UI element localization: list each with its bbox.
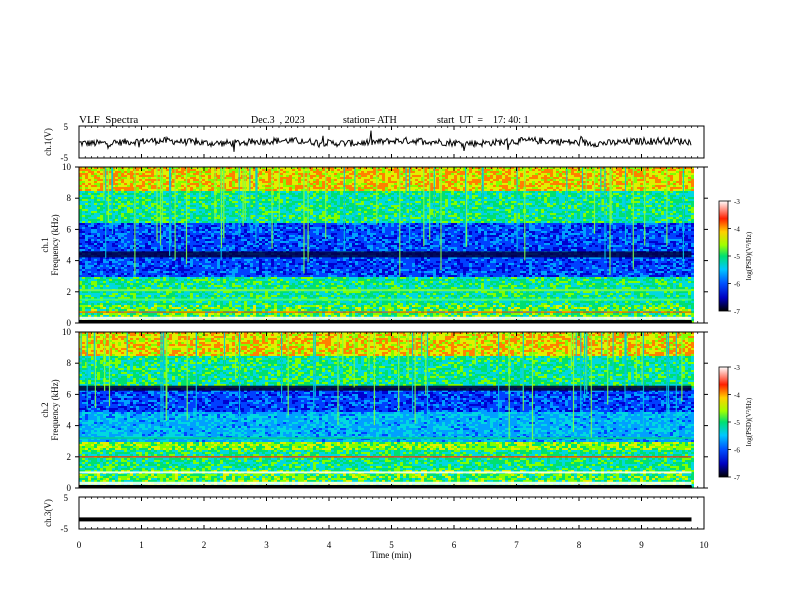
- ch2-spectrogram-image: [79, 332, 694, 488]
- ch1-spec-channel-label: ch.1: [40, 237, 50, 252]
- x-tick-8: 8: [577, 540, 582, 550]
- ch2-freq-tick-10: 10: [62, 327, 72, 337]
- x-axis-label: Time (min): [371, 550, 412, 560]
- ch2-spectrogram-panel: 0 2 4 6 8 10 ch.2 Frequency (kHz): [40, 327, 708, 493]
- ch1-freq-tick-6: 6: [67, 224, 72, 234]
- chart-title: VLF Spectra: [79, 114, 138, 126]
- ch2-colorbar-label: log(PSD)(V²/Hz): [745, 397, 753, 446]
- ch2-colorbar-tick--5: -5: [734, 419, 740, 427]
- ch1-tick-minus5: -5: [61, 153, 69, 163]
- x-tick-10: 10: [700, 540, 710, 550]
- ch1-waveform-panel: 5 -5 ch.1(V): [43, 122, 705, 163]
- ch3-waveform-panel: 5 -5 ch.3(V): [43, 493, 705, 534]
- start-time-label: start UT = 17: 40: 1: [437, 115, 529, 126]
- ch1-freq-tick-2: 2: [67, 287, 72, 297]
- ch1-colorbar-label: log(PSD)(V²/Hz): [745, 231, 753, 280]
- ch2-colorbar: -3 -4 -5 -6 -7 log(PSD)(V²/Hz): [718, 364, 753, 482]
- ch2-colorbar-tick--7: -7: [734, 474, 740, 482]
- x-tick-0: 0: [77, 540, 82, 550]
- ch1-ylabel: ch.1(V): [43, 128, 53, 156]
- ch3-tick-5: 5: [64, 493, 69, 503]
- ch1-freq-tick-4: 4: [67, 256, 72, 266]
- x-tick-4: 4: [327, 540, 332, 550]
- ch3-waveform-line: [79, 517, 692, 522]
- ch2-freq-tick-2: 2: [67, 452, 72, 462]
- ch1-freq-tick-0: 0: [67, 318, 72, 328]
- x-tick-7: 7: [514, 540, 519, 550]
- ch1-colorbar-tick--7: -7: [734, 308, 740, 316]
- x-tick-1: 1: [139, 540, 144, 550]
- x-axis: 0 1 2 3 4 5 6 7 8 9 10: [77, 126, 709, 550]
- ch1-freq-tick-8: 8: [67, 193, 72, 203]
- ch1-spectrogram-image: [79, 167, 694, 323]
- ch2-freq-tick-4: 4: [67, 421, 72, 431]
- x-tick-2: 2: [202, 540, 207, 550]
- ch2-spec-channel-label: ch.2: [40, 402, 50, 417]
- ch1-colorbar-tick--3: -3: [734, 198, 740, 206]
- ch2-colorbar-tick--4: -4: [734, 392, 740, 400]
- ch3-ylabel: ch.3(V): [43, 499, 53, 527]
- ch1-colorbar: -3 -4 -5 -6 -7 log(PSD)(V²/Hz): [718, 198, 753, 316]
- x-tick-6: 6: [452, 540, 457, 550]
- ch1-colorbar-tick--5: -5: [734, 253, 740, 261]
- ch2-spec-ylabel: Frequency (kHz): [50, 379, 60, 440]
- ch1-colorbar-tick--6: -6: [734, 281, 740, 289]
- ch1-freq-tick-10: 10: [62, 162, 72, 172]
- x-tick-9: 9: [639, 540, 644, 550]
- x-tick-3: 3: [264, 540, 269, 550]
- ch2-freq-tick-6: 6: [67, 389, 72, 399]
- ch1-tick-5: 5: [64, 122, 69, 132]
- ch2-freq-tick-8: 8: [67, 358, 72, 368]
- ch1-colorbar-tick--4: -4: [734, 226, 740, 234]
- date-label: Dec.3 , 2023: [251, 115, 305, 126]
- ch2-colorbar-tick--6: -6: [734, 447, 740, 455]
- station-label: station= ATH: [343, 115, 397, 126]
- ch2-colorbar-tick--3: -3: [734, 364, 740, 372]
- ch2-freq-tick-0: 0: [67, 483, 72, 493]
- ch1-spec-ylabel: Frequency (kHz): [50, 214, 60, 275]
- ch3-tick-minus5: -5: [61, 524, 69, 534]
- x-tick-5: 5: [389, 540, 394, 550]
- ch1-waveform-line: [78, 130, 692, 152]
- ch1-spectrogram-panel: 0 2 4 6 8 10 ch.1 Frequency (kHz): [40, 162, 708, 328]
